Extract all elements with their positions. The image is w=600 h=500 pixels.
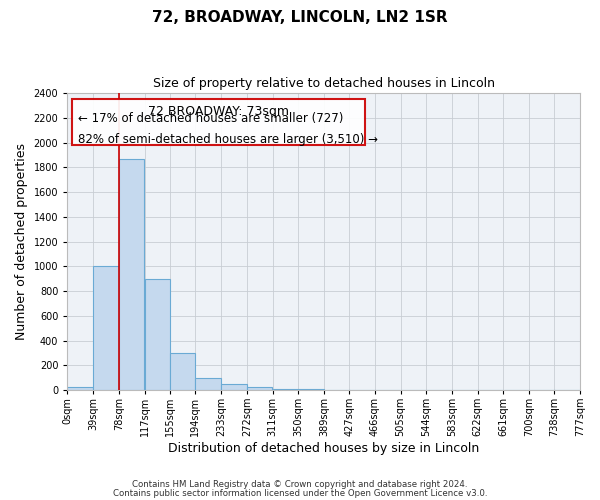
Text: Contains HM Land Registry data © Crown copyright and database right 2024.: Contains HM Land Registry data © Crown c… [132,480,468,489]
Bar [221,384,247,390]
Bar [272,389,298,390]
Bar [93,266,119,390]
Text: 72 BROADWAY: 73sqm: 72 BROADWAY: 73sqm [148,105,289,118]
Text: 82% of semi-detached houses are larger (3,510) →: 82% of semi-detached houses are larger (… [77,133,377,146]
Text: ← 17% of detached houses are smaller (727): ← 17% of detached houses are smaller (72… [77,112,343,124]
FancyBboxPatch shape [73,99,365,145]
Text: 72, BROADWAY, LINCOLN, LN2 1SR: 72, BROADWAY, LINCOLN, LN2 1SR [152,10,448,25]
Bar [196,378,221,390]
Bar [67,387,93,390]
Bar [170,353,195,390]
Bar [145,278,170,390]
Bar [119,158,145,390]
Title: Size of property relative to detached houses in Lincoln: Size of property relative to detached ho… [152,78,494,90]
Bar [247,387,272,390]
Y-axis label: Number of detached properties: Number of detached properties [15,143,28,340]
X-axis label: Distribution of detached houses by size in Lincoln: Distribution of detached houses by size … [168,442,479,455]
Text: Contains public sector information licensed under the Open Government Licence v3: Contains public sector information licen… [113,488,487,498]
